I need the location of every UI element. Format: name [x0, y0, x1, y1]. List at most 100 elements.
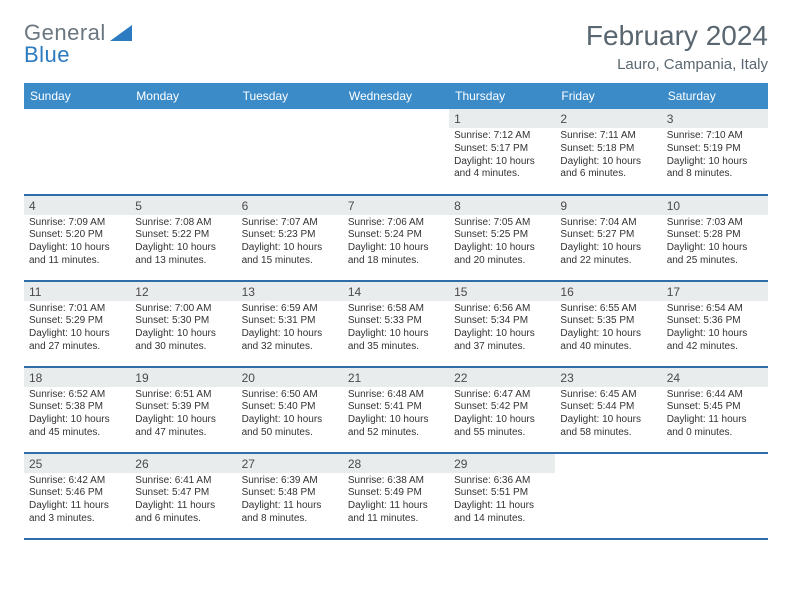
sunset-text: Sunset: 5:45 PM — [667, 401, 763, 414]
day-details: Sunrise: 7:05 AMSunset: 5:25 PMDaylight:… — [449, 215, 555, 272]
day-cell: 8Sunrise: 7:05 AMSunset: 5:25 PMDaylight… — [449, 195, 555, 281]
calendar-week-row: 1Sunrise: 7:12 AMSunset: 5:17 PMDaylight… — [24, 109, 768, 195]
sunrise-text: Sunrise: 6:55 AM — [560, 303, 656, 316]
sunset-text: Sunset: 5:34 PM — [454, 315, 550, 328]
day-cell: 19Sunrise: 6:51 AMSunset: 5:39 PMDayligh… — [130, 367, 236, 453]
sunrise-text: Sunrise: 6:41 AM — [135, 475, 231, 488]
day-number: 19 — [130, 368, 236, 387]
day-cell: 20Sunrise: 6:50 AMSunset: 5:40 PMDayligh… — [237, 367, 343, 453]
day-cell: 1Sunrise: 7:12 AMSunset: 5:17 PMDaylight… — [449, 109, 555, 195]
day-details: Sunrise: 6:50 AMSunset: 5:40 PMDaylight:… — [237, 387, 343, 444]
daylight-text: Daylight: 10 hours and 11 minutes. — [29, 242, 125, 268]
calendar-week-row: 11Sunrise: 7:01 AMSunset: 5:29 PMDayligh… — [24, 281, 768, 367]
day-details: Sunrise: 7:12 AMSunset: 5:17 PMDaylight:… — [449, 128, 555, 185]
daylight-text: Daylight: 10 hours and 22 minutes. — [560, 242, 656, 268]
day-cell: 2Sunrise: 7:11 AMSunset: 5:18 PMDaylight… — [555, 109, 661, 195]
day-details: Sunrise: 6:45 AMSunset: 5:44 PMDaylight:… — [555, 387, 661, 444]
weekday-header-row: Sunday Monday Tuesday Wednesday Thursday… — [24, 84, 768, 109]
daylight-text: Daylight: 11 hours and 11 minutes. — [348, 500, 444, 526]
day-details: Sunrise: 6:41 AMSunset: 5:47 PMDaylight:… — [130, 473, 236, 530]
daylight-text: Daylight: 10 hours and 13 minutes. — [135, 242, 231, 268]
day-cell: 7 Sunrise: 7:06 AMSunset: 5:24 PMDaylight… — [343, 195, 449, 281]
day-number: 7 — [343, 196, 449, 215]
day-cell: 25Sunrise: 6:42 AMSunset: 5:46 PMDayligh… — [24, 453, 130, 539]
day-details: Sunrise: 7:01 AMSunset: 5:29 PMDaylight:… — [24, 301, 130, 358]
sunrise-text: Sunrise: 7:06 AM — [348, 217, 444, 230]
day-details: Sunrise: 7:09 AMSunset: 5:20 PMDaylight:… — [24, 215, 130, 272]
sunrise-text: Sunrise: 6:47 AM — [454, 389, 550, 402]
daylight-text: Daylight: 10 hours and 37 minutes. — [454, 328, 550, 354]
day-details: Sunrise: 6:56 AMSunset: 5:34 PMDaylight:… — [449, 301, 555, 358]
sunset-text: Sunset: 5:28 PM — [667, 229, 763, 242]
daylight-text: Daylight: 10 hours and 42 minutes. — [667, 328, 763, 354]
sunrise-text: Sunrise: 7:11 AM — [560, 130, 656, 143]
day-details: Sunrise: 7:04 AMSunset: 5:27 PMDaylight:… — [555, 215, 661, 272]
day-cell: 12Sunrise: 7:00 AMSunset: 5:30 PMDayligh… — [130, 281, 236, 367]
sunrise-text: Sunrise: 7:08 AM — [135, 217, 231, 230]
location-text: Lauro, Campania, Italy — [586, 56, 768, 73]
daylight-text: Daylight: 10 hours and 55 minutes. — [454, 414, 550, 440]
day-cell: 13Sunrise: 6:59 AMSunset: 5:31 PMDayligh… — [237, 281, 343, 367]
day-number: 13 — [237, 282, 343, 301]
sunrise-text: Sunrise: 6:54 AM — [667, 303, 763, 316]
weekday-monday: Monday — [130, 84, 236, 109]
sunrise-text: Sunrise: 7:04 AM — [560, 217, 656, 230]
day-number: 28 — [343, 454, 449, 473]
sunset-text: Sunset: 5:19 PM — [667, 143, 763, 156]
daylight-text: Daylight: 11 hours and 8 minutes. — [242, 500, 338, 526]
daylight-text: Daylight: 10 hours and 47 minutes. — [135, 414, 231, 440]
sunrise-text: Sunrise: 7:05 AM — [454, 217, 550, 230]
daylight-text: Daylight: 10 hours and 27 minutes. — [29, 328, 125, 354]
day-cell: 4Sunrise: 7:09 AMSunset: 5:20 PMDaylight… — [24, 195, 130, 281]
day-cell — [343, 109, 449, 195]
sunrise-text: Sunrise: 7:01 AM — [29, 303, 125, 316]
day-number: 12 — [130, 282, 236, 301]
sunset-text: Sunset: 5:17 PM — [454, 143, 550, 156]
sunset-text: Sunset: 5:30 PM — [135, 315, 231, 328]
sunset-text: Sunset: 5:42 PM — [454, 401, 550, 414]
daylight-text: Daylight: 10 hours and 18 minutes. — [348, 242, 444, 268]
daylight-text: Daylight: 10 hours and 58 minutes. — [560, 414, 656, 440]
day-cell: 9Sunrise: 7:04 AMSunset: 5:27 PMDaylight… — [555, 195, 661, 281]
daylight-text: Daylight: 10 hours and 6 minutes. — [560, 156, 656, 182]
sunset-text: Sunset: 5:27 PM — [560, 229, 656, 242]
day-cell: 5Sunrise: 7:08 AMSunset: 5:22 PMDaylight… — [130, 195, 236, 281]
daylight-text: Daylight: 11 hours and 0 minutes. — [667, 414, 763, 440]
day-number: 27 — [237, 454, 343, 473]
logo-text-b: Blue — [24, 42, 70, 67]
calendar-week-row: 18Sunrise: 6:52 AMSunset: 5:38 PMDayligh… — [24, 367, 768, 453]
sunset-text: Sunset: 5:48 PM — [242, 487, 338, 500]
day-number: 20 — [237, 368, 343, 387]
day-number: 9 — [555, 196, 661, 215]
day-number: 6 — [237, 196, 343, 215]
day-details: Sunrise: 6:51 AMSunset: 5:39 PMDaylight:… — [130, 387, 236, 444]
day-details: Sunrise: 7:10 AMSunset: 5:19 PMDaylight:… — [662, 128, 768, 185]
day-cell — [130, 109, 236, 195]
day-number: 14 — [343, 282, 449, 301]
daylight-text: Daylight: 10 hours and 25 minutes. — [667, 242, 763, 268]
day-cell: 27Sunrise: 6:39 AMSunset: 5:48 PMDayligh… — [237, 453, 343, 539]
sunset-text: Sunset: 5:24 PM — [348, 229, 444, 242]
sunrise-text: Sunrise: 7:12 AM — [454, 130, 550, 143]
day-cell: 26Sunrise: 6:41 AMSunset: 5:47 PMDayligh… — [130, 453, 236, 539]
day-details: Sunrise: 6:48 AMSunset: 5:41 PMDaylight:… — [343, 387, 449, 444]
day-number: 17 — [662, 282, 768, 301]
daylight-text: Daylight: 11 hours and 6 minutes. — [135, 500, 231, 526]
day-details: Sunrise: 6:52 AMSunset: 5:38 PMDaylight:… — [24, 387, 130, 444]
logo-triangle-icon — [110, 25, 132, 41]
sunset-text: Sunset: 5:31 PM — [242, 315, 338, 328]
day-number: 8 — [449, 196, 555, 215]
day-cell — [237, 109, 343, 195]
day-cell: 17Sunrise: 6:54 AMSunset: 5:36 PMDayligh… — [662, 281, 768, 367]
day-details: Sunrise: 7:03 AMSunset: 5:28 PMDaylight:… — [662, 215, 768, 272]
sunset-text: Sunset: 5:23 PM — [242, 229, 338, 242]
sunrise-text: Sunrise: 6:59 AM — [242, 303, 338, 316]
day-cell: 15Sunrise: 6:56 AMSunset: 5:34 PMDayligh… — [449, 281, 555, 367]
daylight-text: Daylight: 10 hours and 4 minutes. — [454, 156, 550, 182]
day-details: Sunrise: 6:47 AMSunset: 5:42 PMDaylight:… — [449, 387, 555, 444]
day-cell: 18Sunrise: 6:52 AMSunset: 5:38 PMDayligh… — [24, 367, 130, 453]
sunrise-text: Sunrise: 7:00 AM — [135, 303, 231, 316]
day-number: 15 — [449, 282, 555, 301]
sunset-text: Sunset: 5:41 PM — [348, 401, 444, 414]
day-cell: 6Sunrise: 7:07 AMSunset: 5:23 PMDaylight… — [237, 195, 343, 281]
